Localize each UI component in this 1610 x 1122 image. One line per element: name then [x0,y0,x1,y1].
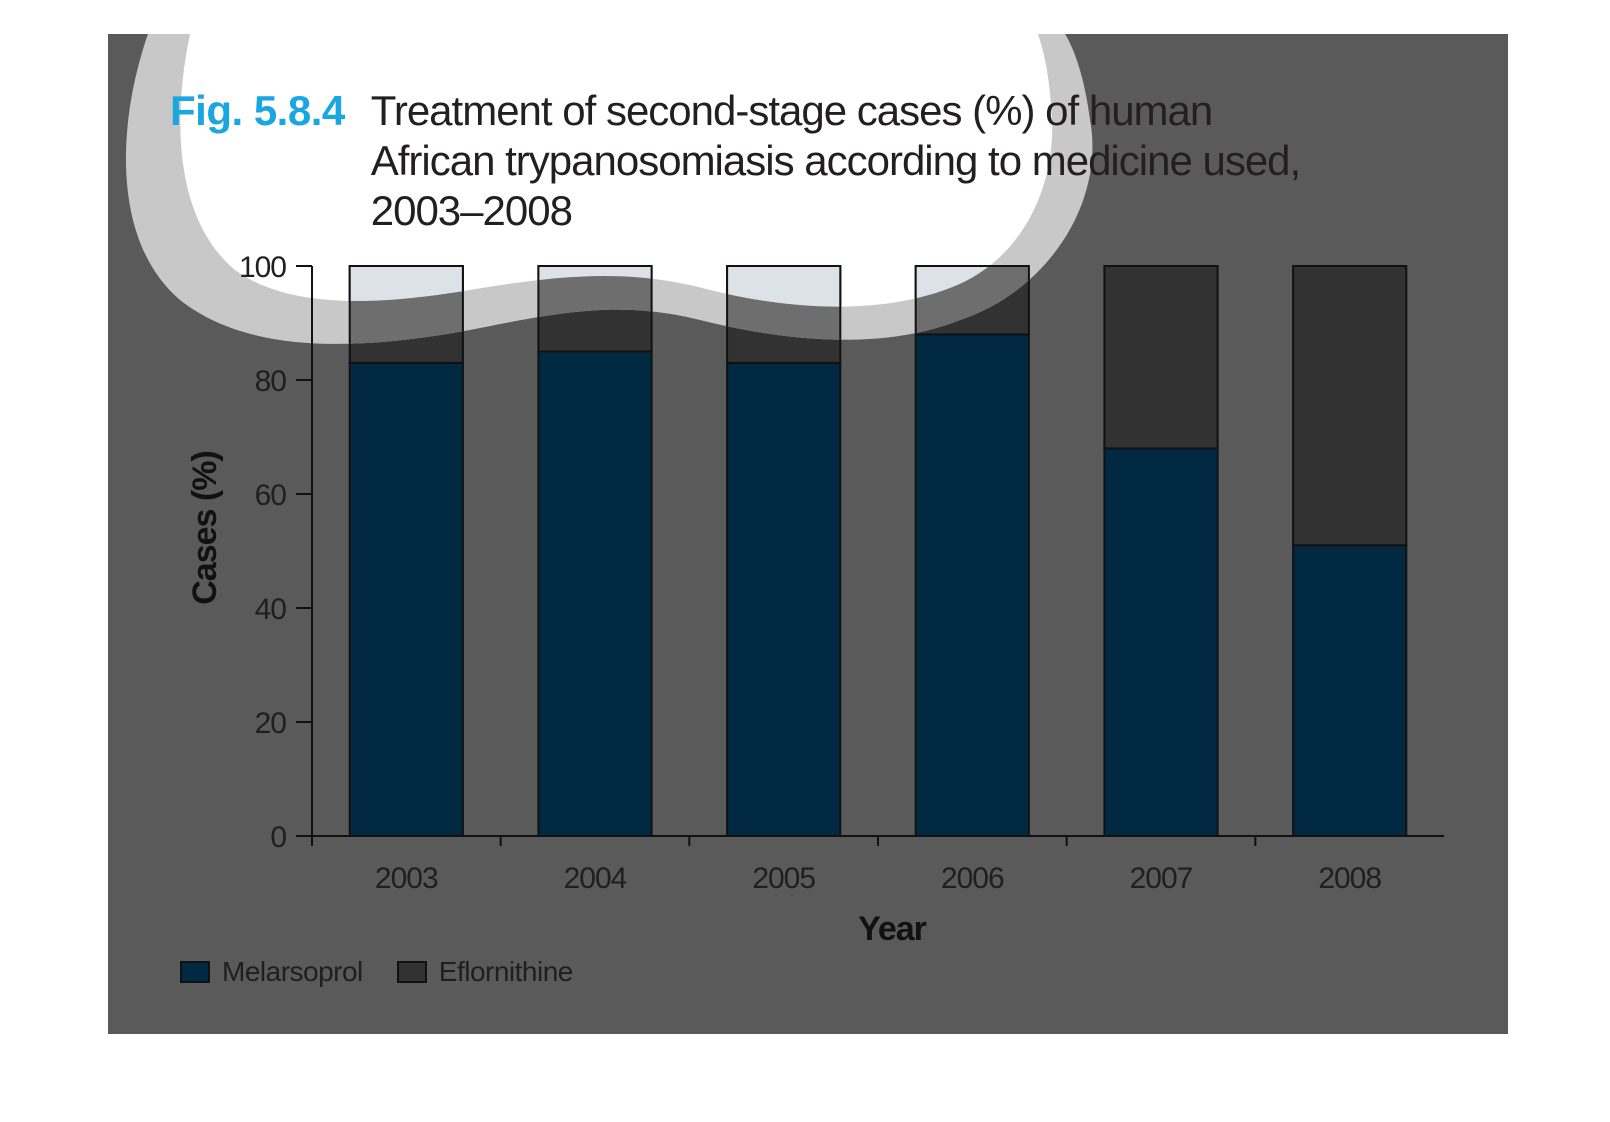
y-tick-label: 60 [255,479,287,512]
bar-eflornithine-2008 [1292,265,1408,547]
bar-melarsoprol-2006 [914,333,1030,837]
legend-label: Melarsoprol [222,956,363,987]
bars-layer [348,265,1408,837]
x-tick-label: 2004 [564,862,627,895]
y-tick-label: 40 [255,593,287,626]
y-tick-label: 0 [270,821,286,854]
legend-item-melarsoprol: Melarsoprol [180,956,363,988]
x-tick-label: 2008 [1318,862,1381,895]
x-tick-label: 2006 [941,862,1004,895]
figure-title-line: Treatment of second-stage cases (%) of h… [370,87,1214,134]
x-tick-label: 2005 [752,862,815,895]
legend-item-eflornithine: Eflornithine [396,956,574,988]
bar-melarsoprol-2003 [348,361,464,837]
legend-swatch-eflornithine [396,961,427,983]
figure-title-block: Fig. 5.8.4 Treatment of second-stage cas… [170,86,1301,236]
figure-title-line: African trypanosomiasis according to med… [370,137,1301,184]
y-tick-label: 80 [255,365,287,398]
figure-label: Fig. 5.8.4 [170,87,345,134]
legend-swatch-melarsoprol [180,961,210,983]
x-axis-title: Year [858,910,927,948]
y-tick-label: 20 [255,707,287,740]
y-axis-title: Cases (%) [186,451,224,605]
spotlight-inner [180,34,1053,307]
x-tick-label: 2007 [1130,862,1193,895]
y-tick-label-overlay: 100 [239,251,286,284]
bar-eflornithine-2007 [1103,265,1219,450]
chart-legend: Melarsoprol Eflornithine [180,956,573,988]
bar-overlay-ring [537,265,653,344]
bar-melarsoprol-2004 [537,350,653,837]
legend-label: Eflornithine [438,956,574,987]
bar-melarsoprol-2007 [1103,447,1219,837]
figure-title-line: 2003–2008 [370,187,573,234]
figure-title: Treatment of second-stage cases (%) of h… [370,86,1301,236]
x-tick-label: 2003 [375,862,438,895]
